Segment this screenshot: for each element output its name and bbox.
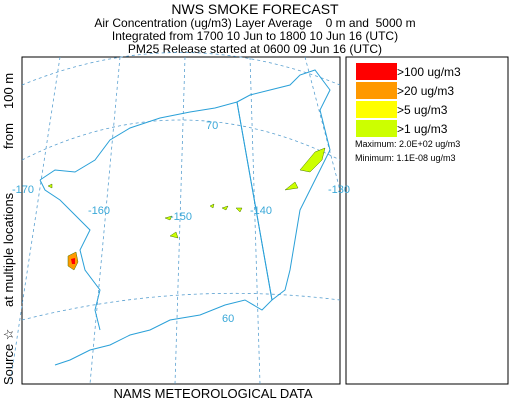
footer: NAMS METEOROLOGICAL DATA bbox=[113, 386, 312, 401]
legend-label: >5 ug/m3 bbox=[397, 103, 448, 117]
border bbox=[236, 101, 273, 301]
legend-frame bbox=[345, 56, 509, 385]
legend-swatch bbox=[356, 82, 397, 99]
smoke-plume bbox=[71, 258, 75, 264]
map-frame bbox=[21, 56, 341, 385]
grid-line bbox=[89, 56, 121, 385]
lon-label: -170 bbox=[12, 184, 34, 196]
legend-maximum: Maximum: 2.0E+02 ug/m3 bbox=[355, 139, 460, 149]
lat-label: 70 bbox=[206, 120, 218, 132]
subtitle: PM25 Release started at 0600 09 Jun 16 (… bbox=[128, 42, 382, 56]
coastline bbox=[236, 69, 331, 301]
subtitle: Integrated from 1700 10 Jun to 1800 10 J… bbox=[112, 29, 398, 43]
legend-minimum: Minimum: 1.1E-08 ug/m3 bbox=[355, 153, 456, 163]
legend-swatch bbox=[356, 120, 397, 137]
coastline bbox=[39, 101, 273, 366]
grid-line bbox=[21, 119, 341, 161]
smoke-plume bbox=[47, 147, 326, 239]
subtitle: Air Concentration (ug/m3) Layer Average … bbox=[94, 16, 415, 30]
map: -170 -160 -150 -140 -130 70 60 bbox=[9, 52, 350, 385]
grid-line bbox=[21, 292, 341, 321]
side-text: Source ☆ bbox=[1, 329, 16, 385]
lon-label: -130 bbox=[328, 184, 350, 196]
legend-label: >20 ug/m3 bbox=[397, 84, 454, 98]
lat-label: 60 bbox=[222, 313, 234, 325]
side-text: at multiple locations bbox=[1, 192, 16, 307]
side-label: Source ☆ at multiple locations from 100 … bbox=[1, 73, 16, 385]
grid-line bbox=[249, 56, 261, 385]
grid-line bbox=[21, 52, 341, 86]
lon-label: -150 bbox=[170, 211, 192, 223]
title: NWS SMOKE FORECAST bbox=[171, 1, 339, 17]
grid-line bbox=[304, 56, 341, 191]
grid-line bbox=[9, 56, 61, 385]
lon-label: -160 bbox=[88, 205, 110, 217]
grid-line bbox=[174, 56, 186, 385]
side-text: from bbox=[1, 123, 16, 149]
lon-label: -140 bbox=[250, 205, 272, 217]
legend-label: >1 ug/m3 bbox=[397, 122, 448, 136]
legend: >100 ug/m3 >20 ug/m3 >5 ug/m3 >1 ug/m3 bbox=[356, 63, 461, 137]
legend-label: >100 ug/m3 bbox=[397, 65, 461, 79]
side-text: 100 m bbox=[1, 73, 16, 109]
legend-swatch bbox=[356, 63, 397, 80]
legend-swatch bbox=[356, 101, 397, 118]
